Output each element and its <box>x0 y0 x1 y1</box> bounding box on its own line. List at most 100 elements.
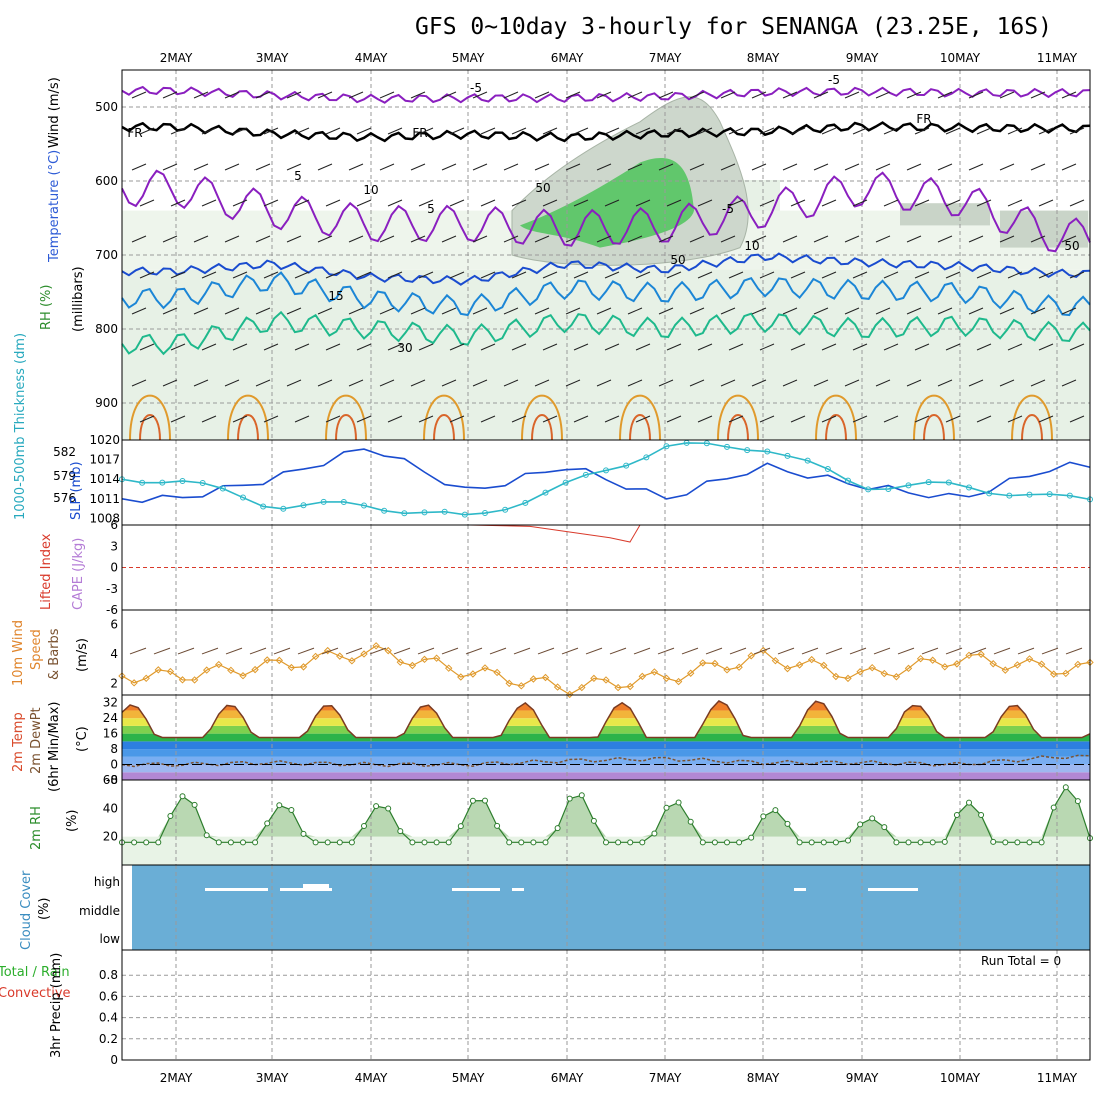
rh-marker <box>820 839 827 846</box>
wind-barb <box>821 415 837 423</box>
wind-barb <box>596 307 612 315</box>
wind-speed-marker <box>275 656 284 665</box>
wind-barb <box>356 271 372 279</box>
wind-barb <box>627 307 643 315</box>
wind-speed-marker <box>553 683 562 691</box>
wind-speed-marker <box>820 661 828 670</box>
wind-barb <box>379 91 395 99</box>
ylabel-total-rain: Total / Rain <box>0 965 70 980</box>
wind-speed-marker <box>977 650 985 658</box>
diurnal-contour <box>335 414 357 441</box>
wind-barb <box>759 271 775 279</box>
precip-tick-label: 0.2 <box>99 1032 118 1046</box>
high-cloud-segment <box>205 888 268 891</box>
wind-barb <box>317 235 333 243</box>
rh-marker <box>832 839 839 846</box>
wind-barb <box>255 379 271 387</box>
diurnal-contour <box>1011 394 1053 441</box>
surface-wind-barb <box>465 647 483 655</box>
chart-title: GFS 0~10day 3-hourly for SENANGA (23.25E… <box>415 14 1052 40</box>
wind-barb <box>689 163 705 171</box>
thickness-marker <box>401 510 408 517</box>
wind-speed-marker <box>457 673 465 681</box>
wind-barb <box>844 307 860 315</box>
wind-barb <box>387 127 403 135</box>
rh-marker <box>397 828 404 835</box>
surface-wind-barb <box>681 647 699 655</box>
wind-barb <box>1061 379 1077 387</box>
surface-wind-barb <box>201 647 219 655</box>
rh-marker <box>469 797 476 804</box>
ylabel-barbs: & Barbs <box>47 628 62 680</box>
lifted-index-tick-label: 0 <box>110 561 118 575</box>
wind-barb <box>193 163 209 171</box>
wind-barb <box>201 415 217 423</box>
wind-speed-marker <box>287 663 296 672</box>
wind-barb <box>449 271 465 279</box>
rh-marker <box>929 839 936 846</box>
precip-tick-label: 0.6 <box>99 989 118 1003</box>
rh-tick-label: 60 <box>103 773 118 787</box>
wind-barb <box>263 343 279 351</box>
contour-label: 5 <box>294 169 302 183</box>
ylabel-cloud-units: (%) <box>37 898 52 921</box>
wind-barb <box>131 91 147 99</box>
wind-barb <box>821 271 837 279</box>
diurnal-contour <box>825 414 847 441</box>
wind-barb <box>162 235 178 243</box>
wind-barb <box>945 343 961 351</box>
temp-band <box>122 725 1090 734</box>
wind-barb <box>627 235 643 243</box>
wind-barb <box>441 379 457 387</box>
surface-wind-barb <box>393 647 411 655</box>
wind-barb <box>852 271 868 279</box>
rh-marker <box>736 839 743 846</box>
wind-barb <box>1069 199 1085 207</box>
wind-barb <box>937 163 953 171</box>
bottom-date-label: 2MAY <box>160 1071 193 1085</box>
pressure-tick-label: 800 <box>95 322 118 336</box>
top-date-label: 3MAY <box>256 51 289 65</box>
lifted-index-tick-label: -3 <box>106 582 118 596</box>
wind-barb <box>201 127 217 135</box>
surface-wind-barb <box>777 647 795 655</box>
wind-barb <box>441 307 457 315</box>
wind-barb <box>503 235 519 243</box>
wind-barb <box>162 379 178 387</box>
contour-label: 50 <box>670 253 685 267</box>
wind-barb <box>720 307 736 315</box>
wind-speed-marker <box>505 679 513 688</box>
wind-barb <box>170 271 186 279</box>
wind-barb <box>627 91 643 99</box>
thickness-marker <box>643 454 650 461</box>
wind-barb <box>317 163 333 171</box>
wind-barb <box>511 199 527 207</box>
wind-barb <box>224 307 240 315</box>
surface-wind-barb <box>561 647 579 655</box>
diurnal-contour <box>129 394 171 441</box>
thickness-marker <box>966 484 972 491</box>
wind-barb <box>790 199 806 207</box>
diurnal-contour <box>815 394 857 441</box>
wind-barb <box>255 235 271 243</box>
wind-barb <box>418 127 434 135</box>
wind-speed-marker <box>771 656 780 665</box>
wind-barb <box>697 199 713 207</box>
diurnal-contour <box>227 394 269 441</box>
wind-barb <box>635 343 651 351</box>
rh-marker <box>252 839 259 846</box>
rh-marker <box>518 839 525 846</box>
wind-speed-marker <box>517 682 526 690</box>
wind-barb <box>906 91 922 99</box>
thickness-marker <box>502 506 509 513</box>
wind-barb <box>139 415 155 423</box>
rh-marker <box>457 823 464 830</box>
temp-tick-label: 16 <box>103 727 118 741</box>
temp-line <box>121 699 1091 739</box>
wind-barb <box>565 235 581 243</box>
ylabel-thickness: 1000-500mb Thickness (dm) <box>13 333 28 520</box>
diurnal-contour <box>923 414 945 441</box>
wind-barb <box>294 199 310 207</box>
wind-barb <box>728 199 744 207</box>
wind-speed-line <box>121 645 1091 696</box>
